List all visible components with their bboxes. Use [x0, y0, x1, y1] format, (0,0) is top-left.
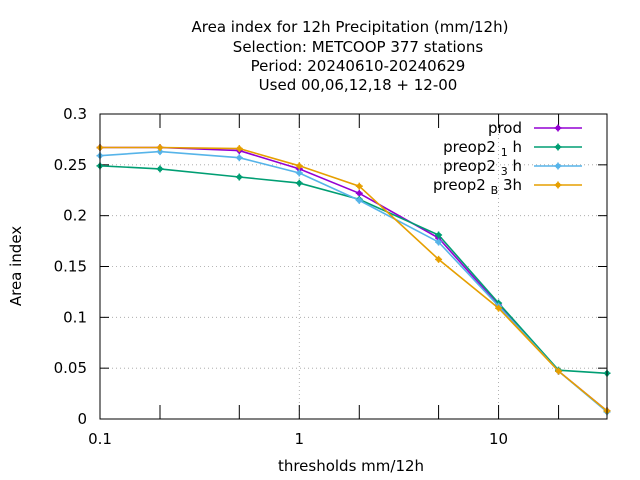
data-point: [295, 162, 303, 170]
data-point: [555, 367, 563, 375]
legend-label: preop2 B 3h: [433, 176, 522, 197]
title-line-2: Selection: METCOOP 377 stations: [233, 38, 484, 56]
x-tick-label: 0.1: [88, 430, 112, 448]
data-point: [355, 182, 363, 190]
data-point: [435, 255, 443, 263]
y-tick-label: 0.1: [63, 308, 87, 326]
x-tick-label: 10: [489, 430, 508, 448]
data-point: [435, 231, 443, 239]
data-point: [435, 238, 443, 246]
data-point: [235, 173, 243, 181]
series-line: [100, 146, 608, 412]
data-point: [295, 169, 303, 177]
x-axis-label: thresholds mm/12h: [278, 457, 424, 475]
chart-title: Area index for 12h Precipitation (mm/12h…: [192, 18, 509, 94]
data-point: [156, 148, 164, 156]
data-point: [355, 196, 363, 204]
data-point: [495, 304, 503, 312]
y-tick-label: 0: [77, 410, 87, 428]
data-point: [355, 189, 363, 197]
y-tick-label: 0.25: [54, 156, 87, 174]
legend-marker: [554, 181, 562, 189]
title-line-4: Used 00,06,12,18 + 12-00: [259, 76, 458, 94]
legend-marker: [554, 124, 562, 132]
y-tick-label: 0.15: [54, 258, 87, 276]
grid: [100, 114, 607, 419]
title-line-3: Period: 20240610-20240629: [251, 57, 466, 75]
legend-label: preop2 3 h: [443, 157, 522, 178]
legend-label: prod: [488, 119, 522, 137]
legend-label: preop2 1 h: [443, 138, 522, 159]
plot-frame: [99, 113, 608, 420]
data-point: [235, 145, 243, 153]
x-tick-label: 1: [295, 430, 305, 448]
data-point: [295, 179, 303, 187]
series-group: [96, 144, 611, 416]
series-line: [100, 146, 608, 412]
title-line-1: Area index for 12h Precipitation (mm/12h…: [192, 18, 509, 36]
legend-marker: [554, 162, 562, 170]
legend-entry: preop2 3 h: [443, 157, 582, 178]
data-point: [156, 165, 164, 173]
y-tick-label: 0.3: [63, 105, 87, 123]
series-3: [96, 148, 611, 416]
legend-entry: prod: [488, 119, 582, 137]
series-4: [96, 144, 611, 415]
y-axis-label: Area index: [7, 226, 25, 306]
axis-ticks: 0 0.05 0.1 0.15 0.2 0.25 0.3 0.1 1 10: [54, 105, 608, 448]
data-point: [156, 144, 164, 152]
y-tick-label: 0.2: [63, 207, 87, 225]
legend-entry: preop2 B 3h: [433, 176, 582, 197]
legend-marker: [554, 143, 562, 151]
legend-entry: preop2 1 h: [443, 138, 582, 159]
y-tick-label: 0.05: [54, 359, 87, 377]
data-point: [235, 154, 243, 162]
